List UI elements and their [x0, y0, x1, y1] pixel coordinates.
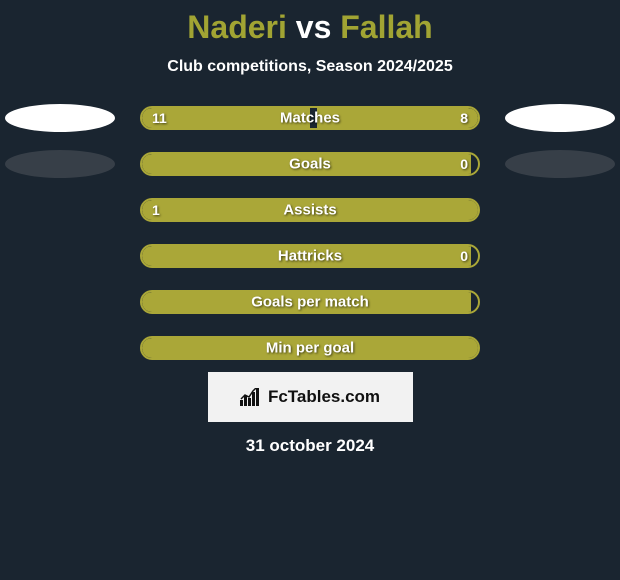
stat-bar-fill-left: [142, 154, 471, 174]
stat-bar-fill-left: [142, 200, 478, 220]
brand-text: FcTables.com: [268, 387, 380, 407]
stat-row: Matches118: [0, 106, 620, 130]
left-ellipse: [5, 104, 115, 132]
date-label: 31 october 2024: [0, 436, 620, 456]
player2-name: Fallah: [340, 9, 432, 45]
stat-bar: Assists1: [140, 198, 480, 222]
stat-bar-fill-left: [142, 292, 471, 312]
stat-row: Assists1: [0, 198, 620, 222]
stat-bar: Goals0: [140, 152, 480, 176]
right-ellipse: [505, 104, 615, 132]
stat-row: Goals per match: [0, 290, 620, 314]
stat-bar-fill-left: [142, 338, 478, 358]
stat-bar-fill-left: [142, 108, 310, 128]
stat-row: Goals0: [0, 152, 620, 176]
competition-subtitle: Club competitions, Season 2024/2025: [0, 58, 620, 76]
stat-bar: Min per goal: [140, 336, 480, 360]
stat-bar: Matches118: [140, 106, 480, 130]
stat-bar: Hattricks0: [140, 244, 480, 268]
player1-name: Naderi: [187, 9, 287, 45]
right-ellipse: [505, 150, 615, 178]
stat-bar: Goals per match: [140, 290, 480, 314]
stats-container: Matches118 Goals0 Assists1 Hattricks0 Goals …: [0, 106, 620, 360]
comparison-title: Naderi vs Fallah: [0, 0, 620, 46]
stat-bar-fill-right: [317, 108, 478, 128]
stat-row: Min per goal: [0, 336, 620, 360]
brand-box: FcTables.com: [208, 372, 413, 422]
bar-chart-icon: [240, 388, 262, 406]
stat-bar-fill-left: [142, 246, 471, 266]
left-ellipse: [5, 150, 115, 178]
vs-label: vs: [296, 9, 332, 45]
stat-row: Hattricks0: [0, 244, 620, 268]
